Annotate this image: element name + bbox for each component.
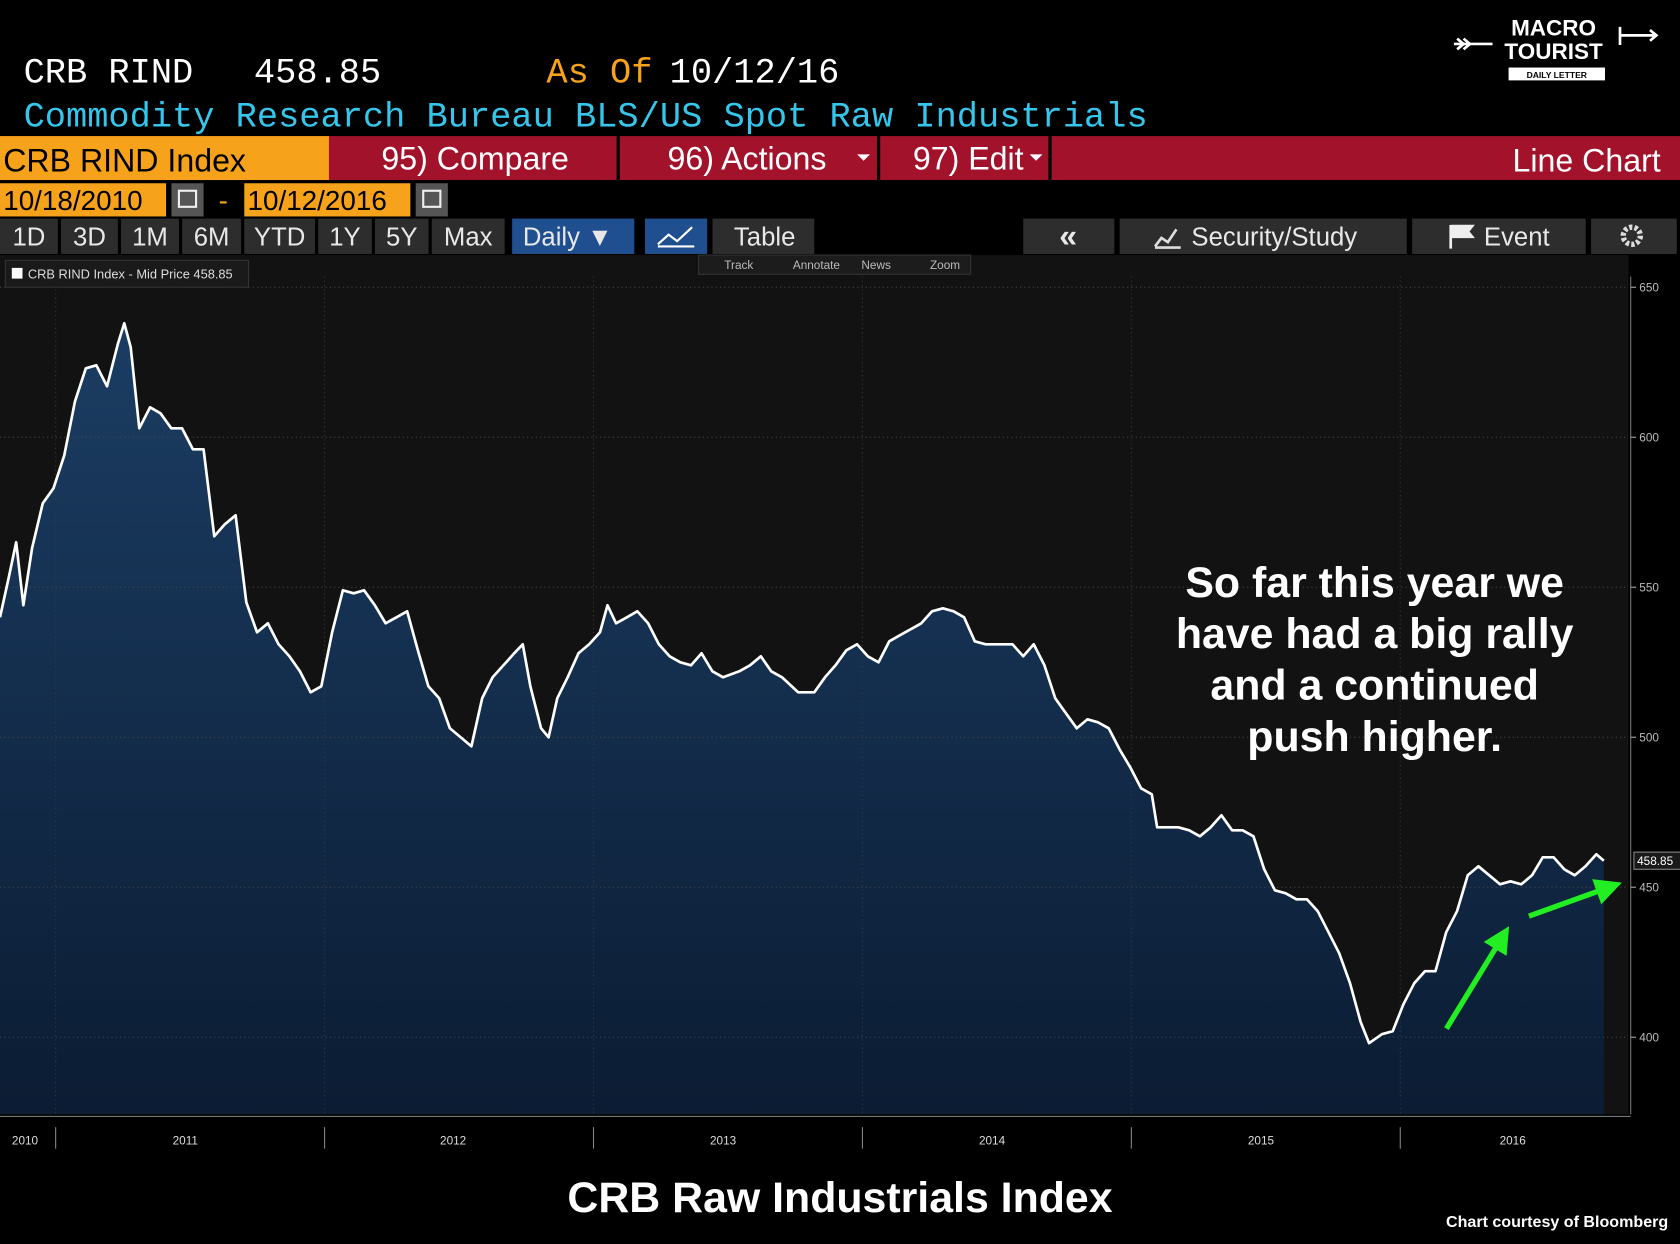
settings-button[interactable] (1591, 218, 1677, 254)
annotation-arrow (1444, 926, 1510, 1031)
x-tick-label: 2015 (1248, 1134, 1275, 1147)
period-button[interactable] (61, 218, 118, 254)
period-button[interactable] (182, 218, 242, 254)
annotation-line: push higher. (1247, 713, 1502, 761)
table-button[interactable] (712, 218, 815, 254)
x-tick-label: 2011 (173, 1134, 198, 1147)
tool-label[interactable]: Zoom (930, 259, 960, 272)
calendar-glyph (177, 189, 198, 208)
last-value-label: 458.85 (1637, 855, 1673, 868)
legend-label: CRB RIND Index - Mid Price 458.85 (28, 267, 233, 282)
period-button[interactable] (244, 218, 315, 254)
study-glyph (1153, 228, 1181, 249)
period-button[interactable] (121, 218, 179, 254)
chart-icon-button[interactable] (645, 218, 708, 254)
period-label: 1Y (329, 223, 360, 251)
period-label: Max (444, 223, 493, 251)
area (0, 323, 1604, 1115)
frequency-button[interactable] (512, 218, 635, 254)
annotation-line: have had a big rally (1176, 610, 1574, 658)
edit-button[interactable]: 97) Edit (913, 140, 1024, 176)
security-box[interactable] (0, 136, 329, 181)
period-label: 5Y (386, 223, 417, 251)
tool-label[interactable]: Annotate (793, 259, 841, 272)
collapse: « (1059, 217, 1077, 253)
logo-arrow (1453, 26, 1659, 51)
x-tick-label: 2016 (1500, 1134, 1527, 1147)
period-label: 1D (12, 223, 45, 251)
gear-glyph (1620, 224, 1644, 247)
chart-glyph (657, 226, 695, 248)
flag-glyph (1449, 224, 1475, 249)
credit: Chart courtesy of Bloomberg (1446, 1213, 1668, 1231)
dropdown-caret (857, 154, 870, 161)
last-value-tag (1633, 851, 1680, 870)
view-type[interactable]: Line Chart (1512, 142, 1660, 178)
logo-text: MACRO (1511, 15, 1596, 40)
ticker: CRB RIND (24, 54, 194, 94)
event: Event (1484, 223, 1550, 251)
x-tick-label: 2014 (979, 1134, 1006, 1147)
frequency: Daily ▼ (523, 223, 613, 251)
y-tick-label: 650 (1639, 282, 1659, 295)
security: CRB RIND Index (3, 142, 246, 178)
tool-label[interactable]: News (861, 259, 891, 272)
study: Security/Study (1191, 223, 1357, 251)
calendar-icon[interactable] (171, 183, 204, 217)
actions-button[interactable]: 96) Actions (668, 140, 827, 176)
annotation-line: So far this year we (1185, 559, 1564, 607)
logo-band (1508, 67, 1605, 81)
end-date-box[interactable] (244, 183, 411, 217)
period-buttons: 1D 3D 1M 6M YTD 1Y 5Y Max (0, 218, 505, 254)
x-tick-label: 2012 (440, 1134, 466, 1147)
period-button[interactable] (0, 218, 58, 254)
tool-label[interactable]: Track (724, 259, 753, 272)
logo: MACRO TOURIST DAILY LETTER (1453, 15, 1659, 81)
tool-strip (698, 254, 972, 275)
logo-text: TOURIST (1504, 39, 1603, 64)
description: Commodity Research Bureau BLS/US Spot Ra… (24, 97, 1148, 137)
compare-button[interactable]: 95) Compare (381, 140, 568, 176)
collapse-button[interactable] (1023, 218, 1115, 254)
dropdown-caret (1029, 154, 1043, 161)
y-tick-label: 550 (1639, 582, 1659, 595)
as-of: As Of (546, 54, 652, 94)
calendar-icon[interactable] (415, 183, 448, 217)
line (0, 321, 1605, 1045)
tools: Track Annotate News Zoom (724, 259, 960, 272)
table: Table (734, 223, 795, 251)
plot: 400 450 500 550 600 650 458.85 2010 2011 2012 2013… (0, 276, 1680, 1149)
period-label: 1M (132, 223, 168, 251)
period-label: 3D (73, 223, 106, 251)
period-button[interactable] (431, 218, 505, 254)
period-label: 6M (194, 223, 230, 251)
period-button[interactable] (375, 218, 429, 254)
start-date-box[interactable] (0, 183, 167, 217)
logo-text: DAILY LETTER (1527, 70, 1588, 80)
x-tick-label: 2013 (710, 1134, 737, 1147)
annotation-arrow (1528, 879, 1622, 919)
end-date: 10/12/2016 (247, 185, 386, 216)
as-of-date: 10/12/16 (670, 54, 840, 94)
footer-title: CRB Raw Industrials Index (567, 1174, 1112, 1222)
calendar-glyph (422, 189, 442, 208)
y-tick-label: 450 (1639, 882, 1659, 895)
start-date: 10/18/2010 (3, 185, 142, 216)
legend-swatch (11, 267, 23, 279)
annotation-line: and a continued (1210, 662, 1538, 710)
event-button[interactable] (1412, 218, 1586, 254)
period-button[interactable] (318, 218, 372, 254)
y-tick-label: 400 (1639, 1032, 1659, 1045)
range-dash: - (219, 185, 228, 216)
y-tick-label: 600 (1639, 432, 1659, 445)
period-label: YTD (254, 223, 305, 251)
y-tick-label: 500 (1639, 732, 1659, 745)
x-tick-label: 2010 (12, 1134, 39, 1147)
price: 458.85 (254, 54, 381, 94)
legend (4, 259, 250, 288)
